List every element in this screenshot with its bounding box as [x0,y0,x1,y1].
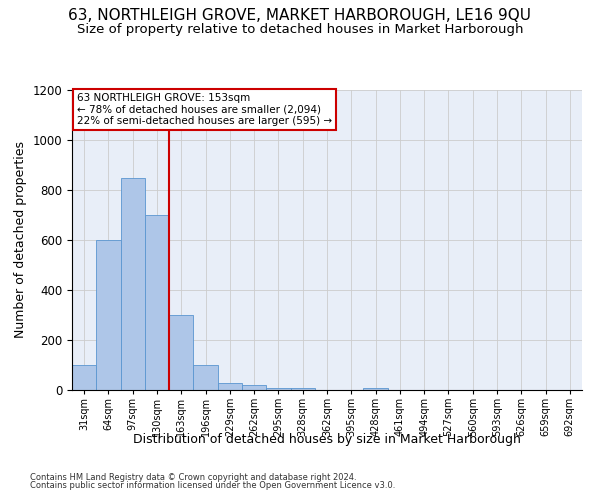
Text: Contains HM Land Registry data © Crown copyright and database right 2024.: Contains HM Land Registry data © Crown c… [30,472,356,482]
Bar [218,382,242,390]
Bar [364,388,388,390]
Text: Size of property relative to detached houses in Market Harborough: Size of property relative to detached ho… [77,22,523,36]
Bar [72,365,96,390]
Bar [96,240,121,390]
Text: Distribution of detached houses by size in Market Harborough: Distribution of detached houses by size … [133,432,521,446]
Bar [169,315,193,390]
Text: 63, NORTHLEIGH GROVE, MARKET HARBOROUGH, LE16 9QU: 63, NORTHLEIGH GROVE, MARKET HARBOROUGH,… [68,8,532,22]
Text: Contains public sector information licensed under the Open Government Licence v3: Contains public sector information licen… [30,481,395,490]
Bar [121,178,145,390]
Bar [266,388,290,390]
Bar [290,388,315,390]
Bar [193,365,218,390]
Text: 63 NORTHLEIGH GROVE: 153sqm
← 78% of detached houses are smaller (2,094)
22% of : 63 NORTHLEIGH GROVE: 153sqm ← 78% of det… [77,93,332,126]
Y-axis label: Number of detached properties: Number of detached properties [14,142,27,338]
Bar [242,385,266,390]
Bar [145,215,169,390]
